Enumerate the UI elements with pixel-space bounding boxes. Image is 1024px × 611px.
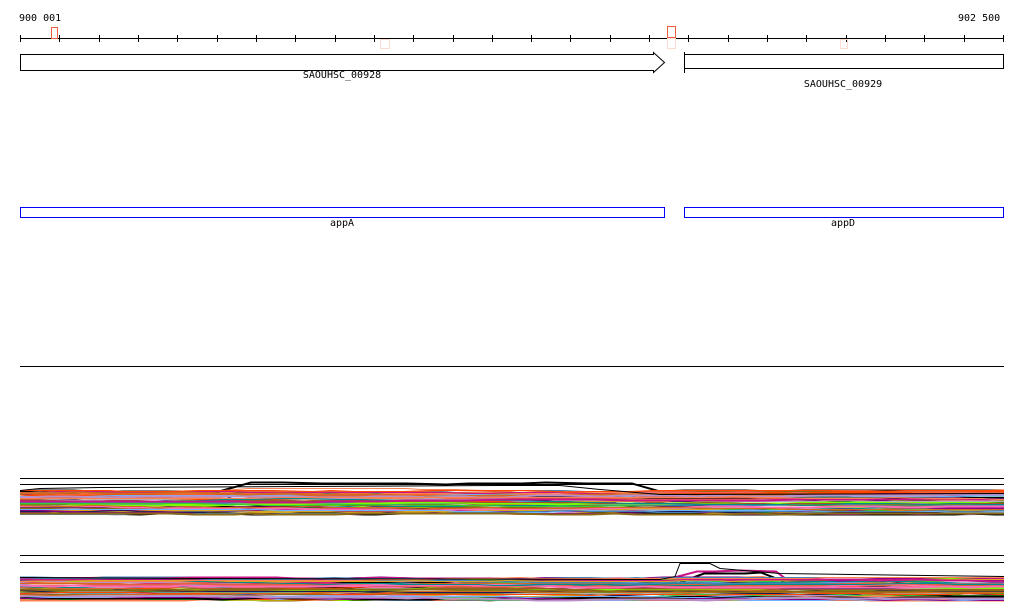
gene-label-saouhsc-00929: SAOUHSC_00929 (803, 79, 883, 90)
gene-label-saouhsc-00928: SAOUHSC_00928 (302, 70, 382, 81)
coverage-line (19, 594, 1004, 602)
coverage-track-2 (19, 563, 1005, 602)
variant-marker[interactable] (51, 27, 58, 39)
variant-marker[interactable] (840, 39, 848, 49)
coverage-line (19, 505, 1004, 512)
coverage-line (19, 493, 1004, 499)
gene-arrow-saouhsc-00928[interactable] (20, 51, 666, 74)
feature-label-appD: appD (830, 218, 856, 229)
variant-marker[interactable] (380, 39, 390, 49)
coverage-track-1 (19, 481, 1005, 516)
coverage-line (19, 563, 1005, 581)
feature-label-appA: appA (329, 218, 355, 229)
coverage-line (20, 497, 1004, 504)
coverage-line (20, 588, 1004, 594)
snp-markers (51, 26, 848, 49)
coverage-line (20, 489, 1004, 494)
coverage-line (20, 505, 1004, 512)
ruler-start-label: 900 001 (19, 13, 62, 24)
coverage-line (19, 485, 1005, 496)
ruler-end-label: 902 500 (958, 13, 1001, 24)
coverage-line (20, 495, 1004, 500)
gene-box-saouhsc-00929[interactable] (684, 54, 1004, 69)
ruler (20, 35, 1004, 42)
coverage-line (19, 576, 1004, 583)
feature-box-appD[interactable] (684, 207, 1004, 218)
coverage-line (20, 576, 1004, 583)
variant-marker[interactable] (667, 26, 676, 38)
feature-box-appA[interactable] (20, 207, 665, 218)
coverage-line (20, 512, 1004, 516)
coverage-line (20, 500, 1004, 508)
variant-marker[interactable] (667, 38, 676, 49)
coverage-line (19, 579, 1004, 587)
coverage-line (19, 592, 1004, 597)
